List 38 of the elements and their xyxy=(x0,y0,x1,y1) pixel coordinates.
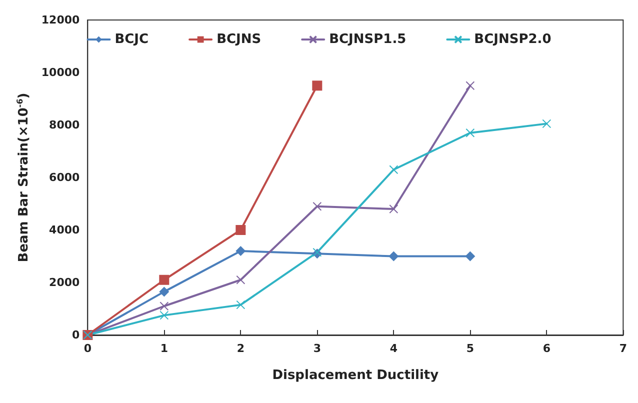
point xyxy=(160,310,169,320)
x-axis-title: Displacement Ductility xyxy=(272,368,440,383)
legend-label: BCJNSP1.5 xyxy=(329,32,406,47)
point xyxy=(542,119,552,128)
x-tick-label: 5 xyxy=(466,342,474,355)
y-tick-label: 10000 xyxy=(41,66,80,79)
point xyxy=(236,300,246,310)
point xyxy=(159,274,170,285)
y-tick-label: 4000 xyxy=(49,224,80,236)
point xyxy=(236,225,246,235)
point xyxy=(466,128,475,138)
x-tick-label: 7 xyxy=(619,342,627,355)
point xyxy=(466,81,475,90)
y-tick-label: 8000 xyxy=(49,118,80,132)
x-tick-label: 1 xyxy=(160,342,168,355)
point xyxy=(465,251,476,262)
point xyxy=(389,204,398,214)
x-tick-label: 2 xyxy=(236,342,244,355)
x-tick-label: 6 xyxy=(542,342,551,355)
legend-label: BCJNS xyxy=(216,32,262,47)
point xyxy=(389,165,398,174)
point xyxy=(312,202,322,211)
legend-label: BCJNSP2.0 xyxy=(474,32,552,47)
y-tick-label: 6000 xyxy=(49,171,80,184)
y-tick-label: 0 xyxy=(72,328,80,342)
y-axis-title: Beam Bar Strain(×10-6) xyxy=(16,92,32,262)
point xyxy=(160,302,169,311)
x-tick-label: 0 xyxy=(84,342,92,355)
point xyxy=(236,275,246,284)
point xyxy=(312,80,322,91)
x-tick-label: 3 xyxy=(313,342,321,355)
point xyxy=(388,251,399,262)
legend-label: BCJC xyxy=(114,32,149,47)
y-tick-label: 2000 xyxy=(49,276,80,289)
point xyxy=(159,286,170,297)
y-tick-label: 12000 xyxy=(41,14,80,26)
point xyxy=(236,246,246,256)
x-tick-label: 4 xyxy=(390,342,398,355)
